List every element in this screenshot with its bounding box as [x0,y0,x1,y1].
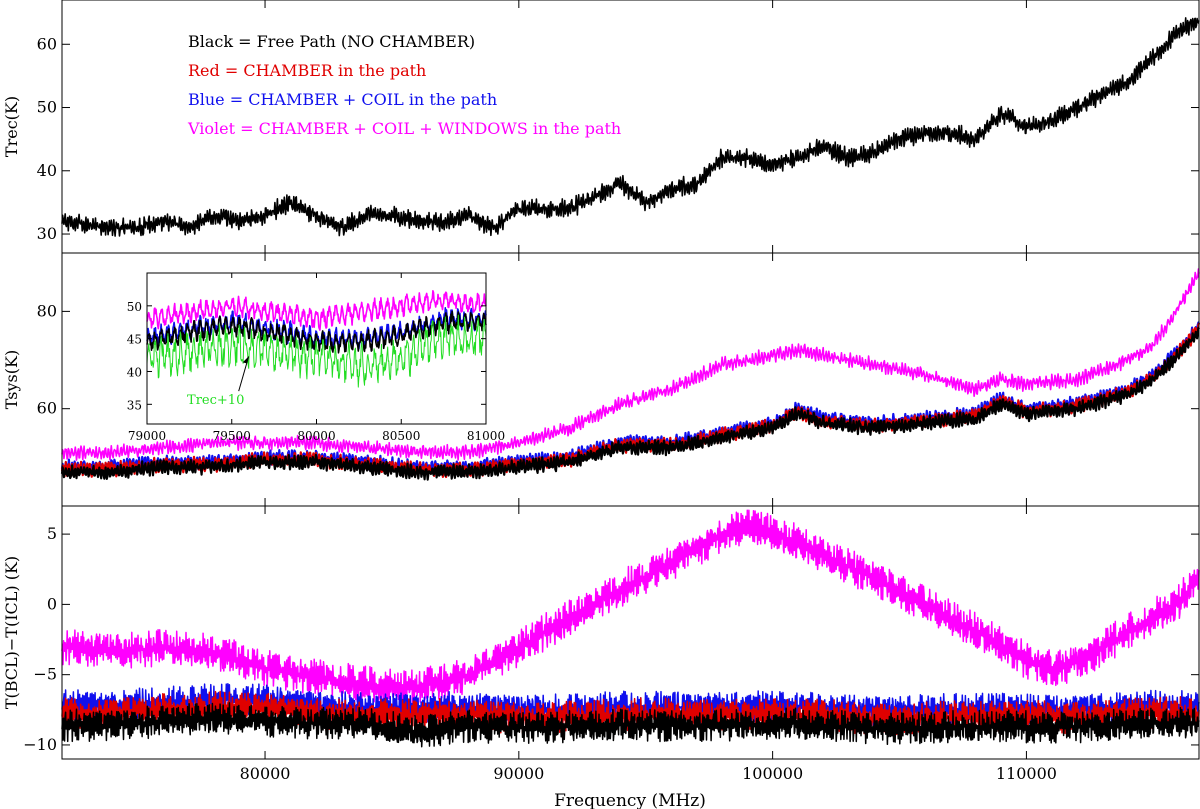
tsys-series-line-0 [61,268,1200,461]
trec-ytick-label: 50 [37,98,57,117]
tsys-ytick-label: 80 [37,301,57,320]
diff-ytick-label: 0 [47,594,57,613]
legend-entry-1: Red = CHAMBER in the path [188,61,426,80]
trec-ytick-label: 60 [37,34,57,53]
inset-series-line-2 [146,310,487,354]
annotation-arrowhead [242,356,249,364]
diff-ytick-label: −10 [23,735,57,754]
trec-y-axis-label: Trec(K) [2,96,21,157]
tsys-series-line-3 [60,326,1200,481]
inset-xtick-label: 80000 [297,429,335,443]
inset-xtick-label: 79000 [128,429,166,443]
difference-panel: −10 −5 0 5 80000 90000 100000 110000 T(BCL)−T(IC… [2,505,1200,783]
diff-y-axis-label: T(BCL)−T(ICL) (K) [2,556,21,709]
inset-xtick-label: 81000 [467,429,505,443]
inset-ytick-label: 40 [127,365,142,379]
tsys-ytick-label: 60 [37,399,57,418]
inset-ytick-label: 45 [127,333,142,347]
tsys-y-axis-label: Tsys(K) [2,350,21,409]
inset-series-line-1 [146,307,487,351]
inset-xtick-label: 79500 [213,429,251,443]
diff-xtick-label: 100000 [742,764,803,783]
diff-ytick-label: 5 [47,524,57,543]
tsys-inset-panel: 35 40 45 50 79000 79500 80000 80500 81000 Trec+10 [127,272,505,443]
diff-xtick-label: 80000 [240,764,291,783]
diff-series-line-3 [61,702,1200,748]
diff-xtick-label: 110000 [996,764,1057,783]
diff-series-line-0 [61,509,1200,705]
inset-xtick-label: 80500 [382,429,420,443]
x-axis-label: Frequency (MHz) [554,791,706,809]
trec-ytick-label: 40 [37,161,57,180]
legend-entry-2: Blue = CHAMBER + COIL in the path [188,90,497,109]
legend-entry-0: Black = Free Path (NO CHAMBER) [188,32,475,51]
inset-annotation: Trec+10 [187,393,244,408]
inset-ytick-label: 35 [127,398,142,412]
inset-series-line-0 [146,290,487,331]
inset-ytick-label: 50 [127,300,142,314]
diff-frame [61,505,1200,760]
diff-ytick-label: −5 [33,665,57,684]
trec-series-line-0 [61,17,1200,237]
trec-panel: 30 40 50 60 Trec(K) Black = Free Path (NO CHA… [2,0,1200,254]
trec-ytick-label: 30 [37,224,57,243]
legend-entry-3: Violet = CHAMBER + COIL + WINDOWS in the… [187,119,621,138]
diff-xtick-label: 90000 [493,764,544,783]
inset-series-line-3 [146,314,487,388]
